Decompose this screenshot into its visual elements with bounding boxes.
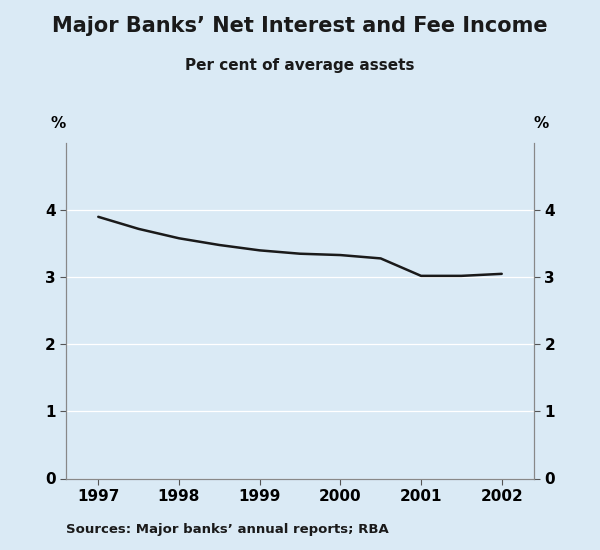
- Text: Major Banks’ Net Interest and Fee Income: Major Banks’ Net Interest and Fee Income: [52, 16, 548, 36]
- Text: Sources: Major banks’ annual reports; RBA: Sources: Major banks’ annual reports; RB…: [66, 523, 389, 536]
- Text: %: %: [51, 116, 66, 131]
- Text: %: %: [534, 116, 549, 131]
- Text: Per cent of average assets: Per cent of average assets: [185, 58, 415, 73]
